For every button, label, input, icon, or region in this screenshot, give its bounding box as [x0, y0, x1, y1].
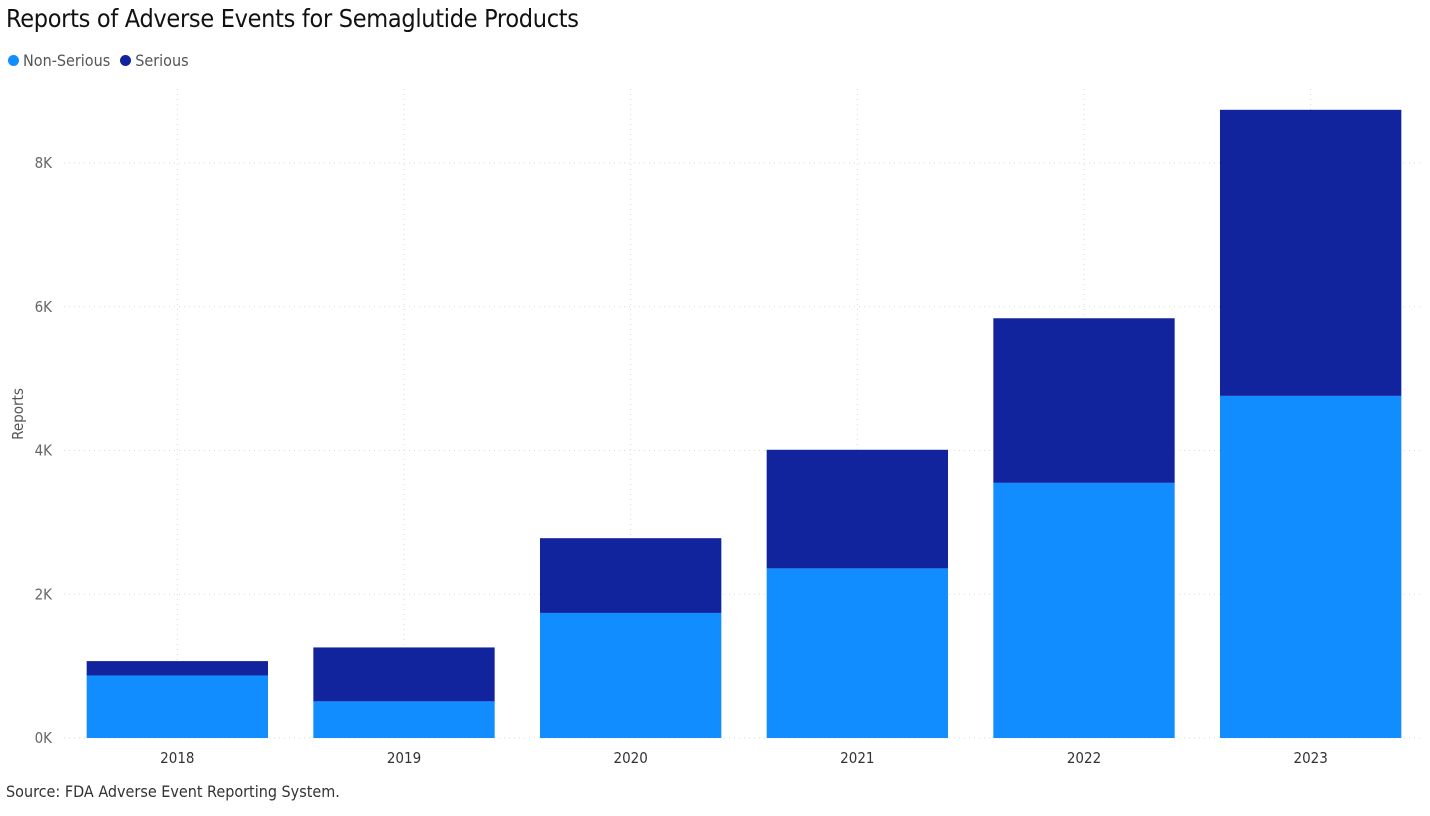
source-note: Source: FDA Adverse Event Reporting Syst… [6, 782, 340, 801]
bar-non-serious-2021 [766, 568, 948, 738]
x-tick-label: 2019 [387, 749, 421, 767]
bar-non-serious-2022 [993, 482, 1175, 738]
legend-item-serious[interactable]: Serious [120, 51, 189, 70]
x-tick-label: 2022 [1067, 749, 1101, 767]
legend-marker-serious [120, 55, 132, 66]
bar-non-serious-2018 [86, 675, 269, 738]
y-tick-label: 8K [35, 154, 54, 172]
y-axis-title: Reports [9, 388, 27, 440]
y-tick-label: 4K [35, 442, 54, 460]
legend-marker-non-serious [8, 55, 19, 66]
legend-label-non-serious: Non-Serious [23, 51, 111, 70]
bar-serious-2022 [993, 318, 1175, 483]
x-tick-label: 2021 [840, 749, 874, 767]
y-tick-label: 2K [35, 585, 54, 603]
bar-serious-2023 [1220, 109, 1402, 396]
chart-title: Reports of Adverse Events for Semaglutid… [6, 4, 579, 33]
bar-non-serious-2023 [1220, 395, 1402, 738]
bar-non-serious-2019 [313, 701, 495, 738]
y-tick-label: 6K [35, 298, 54, 316]
x-tick-label: 2018 [160, 749, 194, 767]
x-tick-label: 2023 [1293, 749, 1327, 767]
x-tick-label: 2020 [613, 749, 647, 767]
legend-item-non-serious[interactable]: Non-Serious [8, 51, 110, 70]
legend-label-serious: Serious [135, 51, 189, 70]
bar-serious-2020 [540, 538, 722, 613]
y-tick-label: 0K [35, 729, 54, 747]
legend: Non-Serious Serious [8, 51, 199, 70]
bar-serious-2019 [313, 647, 495, 702]
bar-serious-2018 [86, 661, 269, 676]
bar-non-serious-2020 [540, 612, 722, 738]
bar-serious-2021 [766, 449, 948, 569]
